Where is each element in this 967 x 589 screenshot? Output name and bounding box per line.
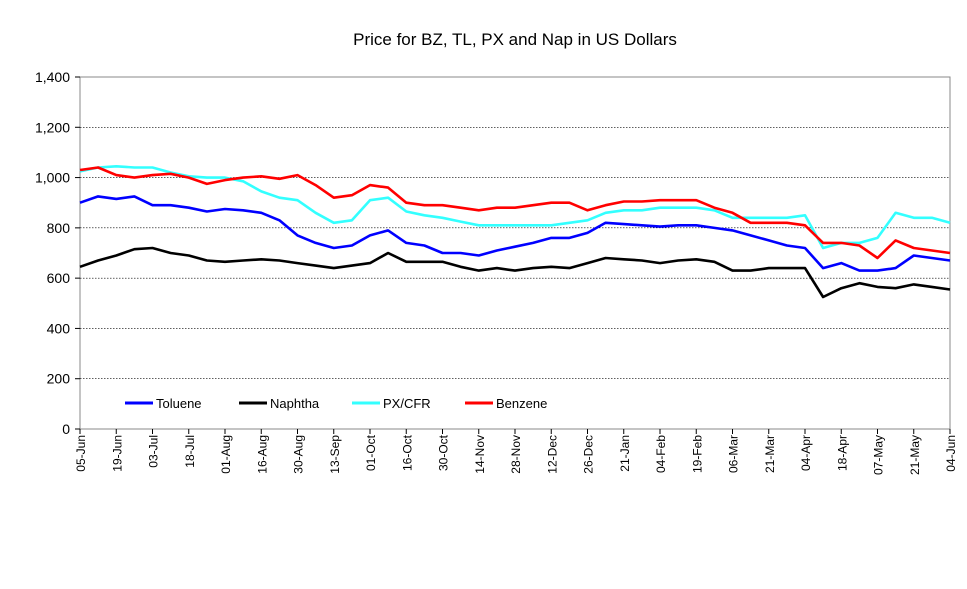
y-tick-label: 200 bbox=[47, 371, 71, 387]
series-line-toluene bbox=[79, 195, 951, 272]
x-tick-label: 14-Nov bbox=[473, 435, 487, 474]
x-tick-label: 12-Dec bbox=[545, 435, 559, 474]
legend-label: Toluene bbox=[156, 396, 202, 411]
series-line-px-cfr bbox=[79, 165, 951, 250]
x-tick-label: 13-Sep bbox=[328, 435, 342, 474]
x-tick-label: 18-Jul bbox=[183, 435, 197, 468]
x-tick-label: 30-Oct bbox=[437, 434, 451, 471]
legend-label: Naphtha bbox=[270, 396, 320, 411]
plot-area bbox=[79, 76, 951, 430]
y-tick-label: 0 bbox=[62, 421, 70, 437]
x-tick-label: 07-May bbox=[872, 435, 886, 475]
chart-title: Price for BZ, TL, PX and Nap in US Dolla… bbox=[353, 30, 677, 49]
x-tick-label: 04-Feb bbox=[654, 435, 668, 473]
x-tick-label: 16-Oct bbox=[400, 434, 414, 471]
x-tick-label: 21-Jan bbox=[618, 435, 632, 472]
x-tick-label: 05-Jun bbox=[74, 435, 88, 472]
legend-label: PX/CFR bbox=[383, 396, 431, 411]
x-tick-label: 18-Apr bbox=[835, 435, 849, 471]
x-tick-label: 21-May bbox=[908, 435, 922, 475]
x-axis: 05-Jun 19-Jun 03-Jul 18-Jul 01-Aug 16-Aug 30-A… bbox=[74, 429, 958, 475]
x-tick-label: 04-Apr bbox=[799, 435, 813, 471]
series-line-naphtha bbox=[79, 246, 951, 299]
x-tick-label: 16-Aug bbox=[255, 435, 269, 474]
x-tick-label: 19-Jun bbox=[110, 435, 124, 472]
x-tick-label: 01-Aug bbox=[219, 435, 233, 474]
y-tick-label: 1,200 bbox=[35, 119, 70, 135]
x-tick-label: 03-Jul bbox=[147, 435, 161, 468]
y-tick-label: 600 bbox=[47, 270, 71, 286]
series-line-benzene bbox=[79, 166, 951, 260]
x-tick-label: 01-Oct bbox=[364, 434, 378, 471]
x-tick-label: 06-Mar bbox=[727, 435, 741, 473]
y-tick-label: 1,000 bbox=[35, 170, 70, 186]
x-tick-label: 26-Dec bbox=[582, 435, 596, 474]
y-axis: 0 200 400 600 800 1,000 1,200 1,400 bbox=[35, 69, 80, 437]
series-lines bbox=[79, 165, 951, 299]
y-tick-label: 1,400 bbox=[35, 69, 70, 85]
legend: Toluene Naphtha PX/CFR Benzene bbox=[125, 396, 547, 411]
y-tick-label: 400 bbox=[47, 320, 71, 336]
x-tick-label: 04-Jun bbox=[944, 435, 958, 472]
y-tick-label: 800 bbox=[47, 220, 71, 236]
x-tick-label: 19-Feb bbox=[690, 435, 704, 473]
x-tick-label: 30-Aug bbox=[292, 435, 306, 474]
x-tick-label: 28-Nov bbox=[509, 435, 523, 474]
legend-label: Benzene bbox=[496, 396, 547, 411]
x-tick-label: 21-Mar bbox=[763, 435, 777, 473]
